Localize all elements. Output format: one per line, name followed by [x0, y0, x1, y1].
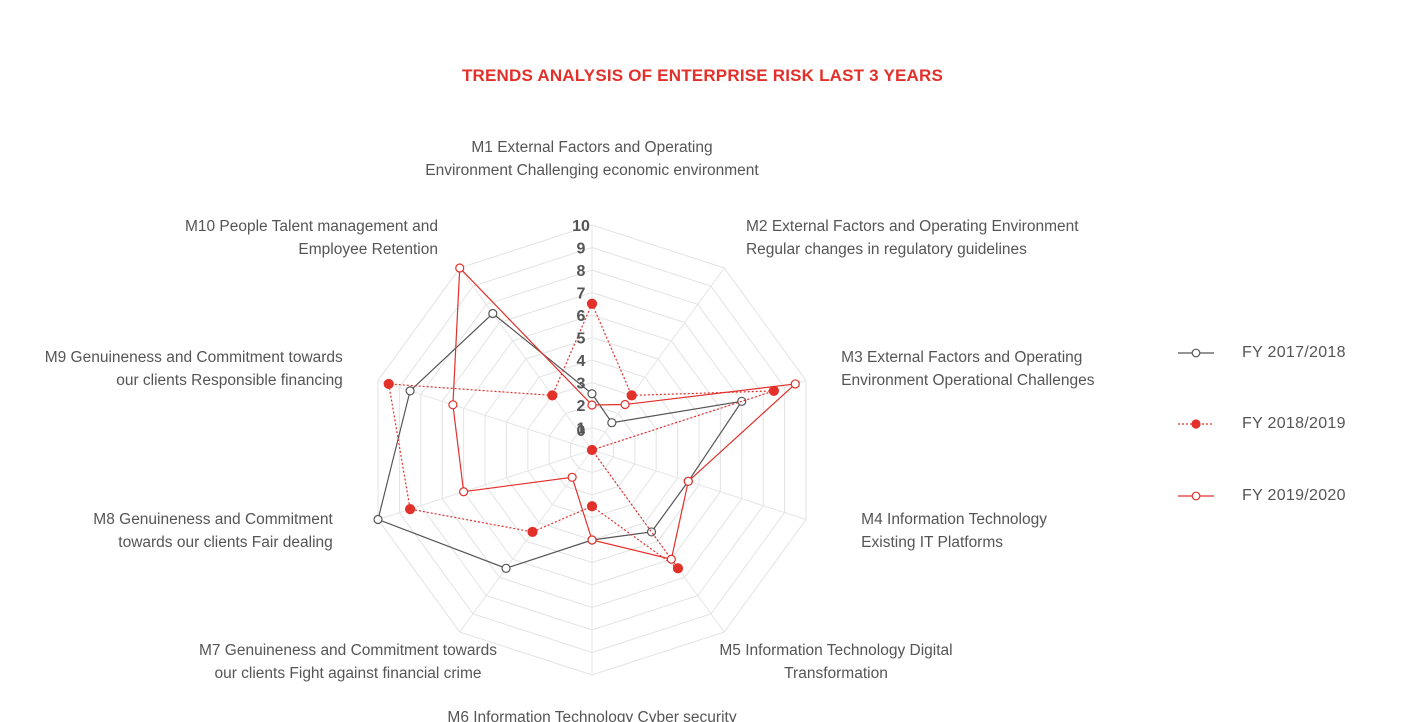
axis-label-line: M4 Information Technology: [861, 511, 1047, 528]
data-point: [383, 378, 394, 390]
legend-label: FY 2019/2020: [1242, 487, 1346, 504]
tick-label: 10: [572, 218, 590, 235]
data-point: [567, 472, 577, 482]
axis-label: M3 External Factors and Operating Environ…: [841, 349, 1095, 389]
data-point: [405, 503, 416, 515]
axis-label-line: M5 Information Technology Digital: [719, 642, 952, 659]
data-point: [527, 526, 538, 538]
data-point: [683, 476, 693, 486]
data-point: [586, 298, 598, 309]
data-point: [666, 554, 676, 564]
legend-dot: [1191, 491, 1201, 501]
legend-label: FY 2018/2019: [1242, 415, 1346, 432]
tick-label: 1: [577, 421, 586, 438]
tick-label: 0: [577, 423, 586, 440]
legend-dot: [1191, 348, 1201, 358]
data-point: [587, 535, 597, 545]
tick-label: 7: [577, 286, 586, 303]
axis-label: M1 External Factors and Operating Environ…: [425, 139, 759, 179]
legend: FY 2017/2018 FY 2018/2019 FY 2019/2020: [1176, 0, 1396, 722]
axis-label-line: our clients Fight against financial crim…: [214, 665, 481, 682]
axis-label: M4 Information Technology Existing IT Pla…: [861, 511, 1047, 551]
tick-label: 5: [577, 331, 586, 348]
tick-label: 8: [577, 263, 586, 280]
legend-item: FY 2017/2018: [1176, 341, 1346, 365]
data-point: [586, 501, 598, 512]
legend-item: FY 2018/2019: [1176, 412, 1346, 436]
axis-label-line: M9 Genuineness and Commitment towards: [45, 349, 343, 366]
tick-label: 4: [577, 353, 586, 370]
data-point: [626, 390, 637, 401]
series-line: [452, 266, 798, 560]
data-point: [672, 563, 684, 574]
data-point: [737, 396, 747, 406]
data-point: [373, 514, 383, 525]
axis-label-line: Employee Retention: [298, 241, 438, 258]
data-point: [768, 385, 779, 397]
legend-label: FY 2017/2018: [1242, 344, 1346, 361]
axis-label-line: our clients Responsible financing: [116, 372, 343, 389]
data-point: [587, 389, 597, 399]
data-point: [620, 399, 630, 410]
axis-label: M9 Genuineness and Commitment towards our…: [45, 349, 343, 389]
series-2: [448, 263, 800, 564]
data-point: [459, 487, 469, 497]
grid-spoke: [459, 267, 593, 451]
axis-label-line: M8 Genuineness and Commitment: [93, 511, 333, 528]
axis-label-line: M6 Information Technology Cyber security: [447, 709, 736, 722]
legend-marker-icon: [1178, 419, 1214, 429]
axis-label: M2 External Factors and Operating Enviro…: [746, 218, 1079, 258]
axis-label: M10 People Talent management and Employee…: [185, 218, 438, 258]
series-1: [383, 298, 779, 574]
data-point: [586, 444, 598, 456]
data-point: [501, 563, 511, 573]
axis-labels: M1 External Factors and Operating Environ…: [45, 139, 1095, 722]
axis-label: M7 Genuineness and Commitment towards our…: [199, 642, 497, 682]
data-point: [405, 386, 415, 396]
radial-tick-labels: 01 2 3 4 5 6 7 8 9 10: [572, 218, 590, 440]
axis-label-line: Environment Challenging economic environ…: [425, 162, 759, 179]
axis-label-line: Existing IT Platforms: [861, 534, 1003, 551]
data-point: [448, 400, 458, 410]
data-point: [455, 263, 465, 273]
axis-label-line: Regular changes in regulatory guidelines: [746, 241, 1027, 258]
legend-marker-icon: [1178, 491, 1214, 501]
data-point: [547, 390, 558, 401]
data-point: [607, 418, 617, 428]
series-lines: [373, 263, 800, 574]
grid-spoke: [591, 449, 807, 521]
axis-label-line: towards our clients Fair dealing: [118, 534, 333, 551]
legend-dot: [1191, 419, 1201, 429]
axis-label-line: M7 Genuineness and Commitment towards: [199, 642, 497, 659]
axis-label-line: Transformation: [784, 665, 888, 682]
axis-label-line: M10 People Talent management and: [185, 218, 438, 235]
legend-marker-icon: [1178, 348, 1214, 358]
axis-label: M8 Genuineness and Commitment towards our…: [93, 511, 333, 551]
axis-label-line: M2 External Factors and Operating Enviro…: [746, 218, 1079, 235]
tick-label: 2: [577, 398, 586, 415]
tick-label: 3: [577, 376, 586, 393]
axis-label-line: M1 External Factors and Operating: [471, 139, 712, 156]
data-point: [488, 308, 498, 319]
tick-label: 9: [577, 241, 586, 258]
data-point: [790, 379, 800, 389]
axis-label-line: M3 External Factors and Operating: [841, 349, 1082, 366]
axis-label: M6 Information Technology Cyber security: [447, 709, 736, 722]
chart-title: TRENDS ANALYSIS OF ENTERPRISE RISK LAST …: [461, 66, 944, 85]
axis-label: M5 Information Technology Digital Transfo…: [719, 642, 952, 682]
data-point: [646, 527, 657, 537]
legend-item: FY 2019/2020: [1176, 484, 1346, 508]
data-point: [587, 400, 597, 410]
tick-label: 6: [577, 308, 586, 325]
axis-label-line: Environment Operational Challenges: [841, 372, 1095, 389]
radar-chart: 01 2 3 4 5 6 7 8 9 10 M1 External Factors and Ope…: [45, 139, 1095, 722]
